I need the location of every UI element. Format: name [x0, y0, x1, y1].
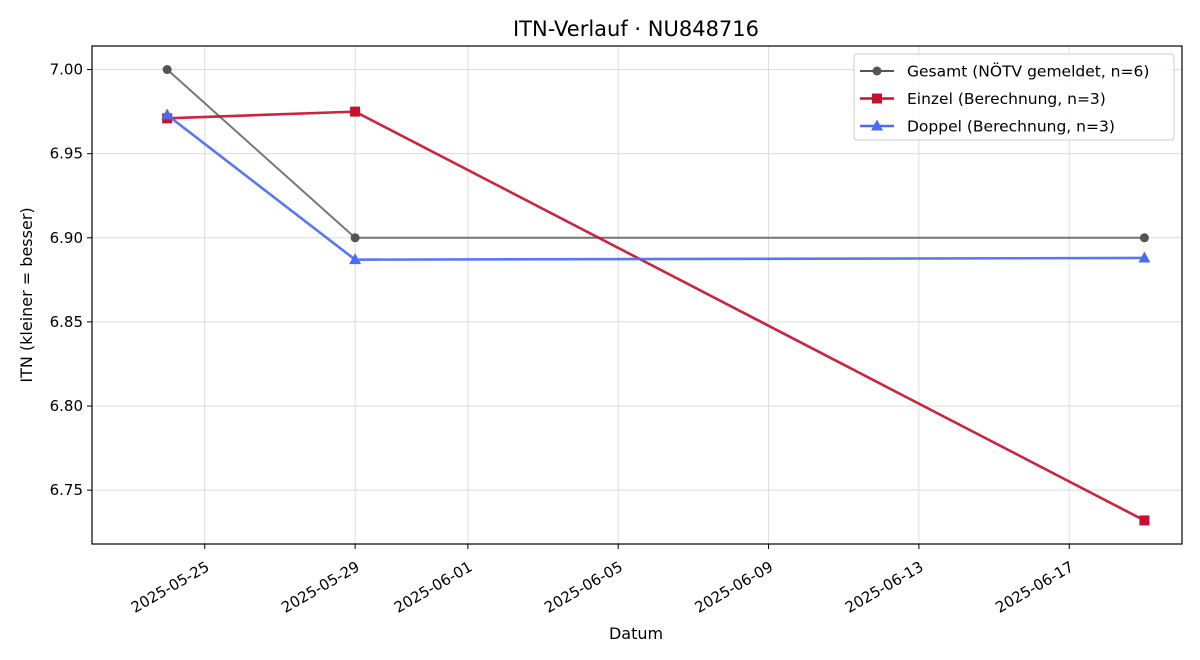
- y-tick-label: 6.80: [50, 397, 83, 415]
- legend-marker-einzel: [872, 93, 882, 104]
- y-tick-label: 6.95: [50, 145, 83, 163]
- x-axis-title: Datum: [609, 624, 663, 643]
- data-point-gesamt: [1139, 233, 1149, 243]
- y-axis-title: ITN (kleiner = besser): [17, 207, 36, 382]
- data-point-gesamt: [162, 65, 172, 75]
- legend-marker-doppel: [871, 119, 883, 131]
- y-tick-label: 7.00: [50, 61, 83, 79]
- chart-title: ITN-Verlauf · NU848716: [513, 17, 759, 41]
- x-tick-label: 2025-06-09: [692, 558, 777, 617]
- x-tick-label: 2025-06-17: [992, 558, 1077, 617]
- x-tick-label: 2025-06-13: [842, 558, 927, 617]
- data-point-doppel: [1138, 251, 1151, 263]
- series-layer: [161, 65, 1151, 526]
- x-tick-label: 2025-06-05: [541, 558, 626, 617]
- legend-box: [853, 53, 1175, 141]
- data-point-gesamt: [350, 233, 360, 243]
- legend-label-doppel: Doppel (Berechnung, n=3): [907, 118, 1115, 136]
- data-point-doppel: [349, 253, 362, 265]
- data-point-einzel: [1139, 515, 1150, 526]
- y-tick-label: 6.75: [50, 481, 83, 499]
- x-tick-label: 2025-06-01: [391, 558, 476, 617]
- data-point-einzel: [350, 106, 361, 117]
- plot-frame: [91, 45, 1183, 545]
- data-point-doppel: [161, 108, 174, 120]
- legend: Gesamt (NÖTV gemeldet, n=6) Einzel (Berec…: [853, 53, 1175, 141]
- x-tick-label: 2025-05-29: [278, 558, 363, 617]
- legend-label-gesamt: Gesamt (NÖTV gemeldet, n=6): [907, 62, 1149, 81]
- y-tick-label: 6.85: [50, 313, 83, 331]
- series-line-einzel: [167, 110, 1146, 522]
- legend-label-einzel: Einzel (Berechnung, n=3): [907, 90, 1106, 108]
- y-tick-label: 6.90: [50, 229, 83, 247]
- x-tick-label: 2025-05-25: [128, 558, 213, 617]
- legend-marker-gesamt: [872, 66, 882, 76]
